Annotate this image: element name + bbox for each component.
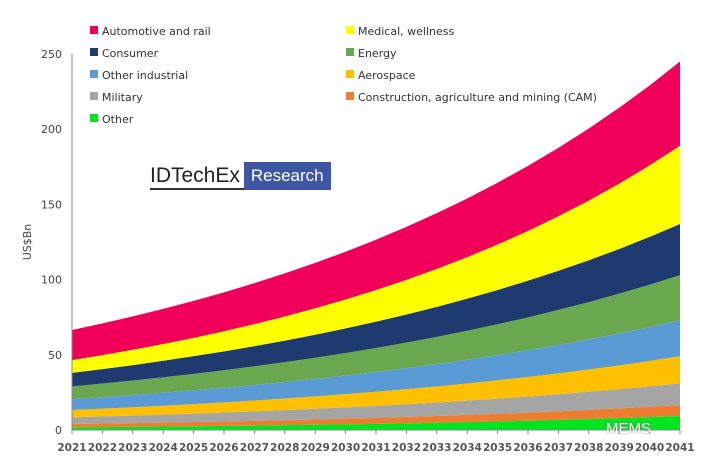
- legend-swatch: [90, 114, 98, 122]
- y-tick-label: 250: [41, 48, 62, 61]
- area-other: [72, 416, 680, 430]
- watermark: MEMS: [606, 420, 651, 437]
- area-construction-agriculture-and-mining-cam-: [72, 405, 680, 428]
- legend-label: Automotive and rail: [102, 25, 211, 38]
- x-tick-label: 2022: [88, 442, 117, 454]
- legend-swatch: [90, 92, 98, 100]
- y-tick-label: 100: [41, 274, 62, 287]
- legend-label: Other industrial: [102, 69, 188, 82]
- area-energy: [72, 275, 680, 400]
- x-tick-label: 2038: [574, 442, 603, 454]
- x-tick-label: 2026: [209, 442, 238, 454]
- x-tick-label: 2023: [118, 442, 147, 454]
- y-tick-label: 50: [48, 349, 62, 362]
- legend-swatch: [90, 26, 98, 34]
- legend-swatch: [346, 70, 354, 78]
- x-tick-label: 2021: [57, 442, 86, 454]
- y-tick-label: 0: [55, 424, 62, 437]
- area-automotive-and-rail: [72, 61, 680, 361]
- x-tick-label: 2031: [361, 442, 390, 454]
- legend-label: Aerospace: [358, 69, 416, 82]
- y-tick-label: 200: [41, 123, 62, 136]
- legend-swatch: [90, 70, 98, 78]
- x-tick-label: 2036: [513, 442, 542, 454]
- area-consumer: [72, 223, 680, 387]
- x-tick-label: 2027: [240, 442, 269, 454]
- legend-swatch: [346, 48, 354, 56]
- area-military: [72, 383, 680, 424]
- area-other-industrial: [72, 320, 680, 410]
- legend-label: Energy: [358, 47, 397, 60]
- x-tick-label: 2035: [483, 442, 512, 454]
- x-tick-label: 2034: [453, 442, 482, 454]
- y-tick-label: 150: [41, 198, 62, 211]
- x-tick-label: 2032: [392, 442, 421, 454]
- x-tick-label: 2039: [605, 442, 634, 454]
- legend-label: Military: [102, 91, 143, 104]
- legend-label: Medical, wellness: [358, 25, 454, 38]
- y-axis-label: US$Bn: [21, 224, 34, 261]
- x-tick-label: 2028: [270, 442, 299, 454]
- x-tick-label: 2025: [179, 442, 208, 454]
- legend-swatch: [346, 26, 354, 34]
- legend-label: Other: [102, 113, 134, 126]
- legend-swatch: [346, 92, 354, 100]
- x-tick-label: 2033: [422, 442, 451, 454]
- area-medical-wellness: [72, 145, 680, 373]
- legend-label: Construction, agriculture and mining (CA…: [358, 91, 597, 104]
- x-tick-label: 2041: [665, 442, 694, 454]
- x-tick-label: 2029: [301, 442, 330, 454]
- x-tick-label: 2037: [544, 442, 573, 454]
- area-aerospace: [72, 356, 680, 418]
- logo-tag: Research: [243, 162, 331, 190]
- logo-name: IDTechEx: [150, 162, 244, 190]
- x-tick-label: 2024: [149, 442, 178, 454]
- x-tick-label: 2040: [635, 442, 664, 454]
- legend-label: Consumer: [102, 47, 159, 60]
- idtechex-logo: IDTechEx Research: [150, 162, 331, 190]
- x-tick-label: 2030: [331, 442, 360, 454]
- legend-swatch: [90, 48, 98, 56]
